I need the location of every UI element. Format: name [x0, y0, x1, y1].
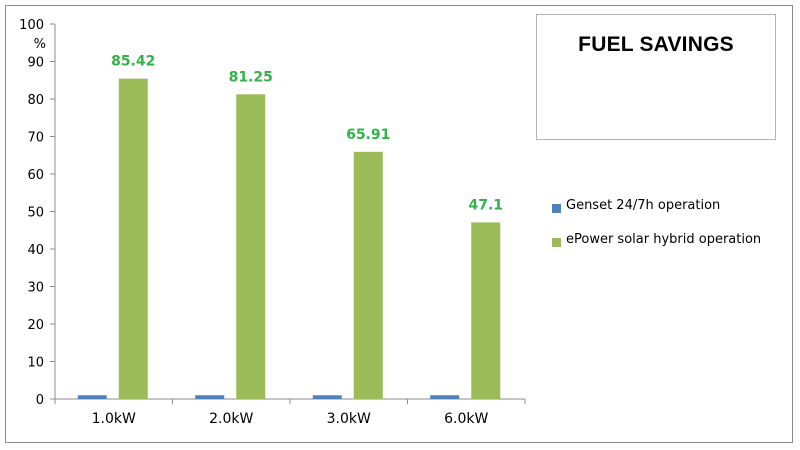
- chart-bars: [77, 78, 501, 400]
- y-tick-label: 50: [27, 206, 44, 221]
- chart-labels: 1.0kW 85.42 2.0kW 81.25 3.0kW 65.91 6.0kW 47.1: [92, 54, 503, 427]
- bar-epower: [471, 222, 501, 399]
- data-label: 65.91: [346, 127, 390, 143]
- chart-legend: Genset 24/7h operation ePower solar hybr…: [548, 198, 788, 266]
- legend-swatch-epower: [552, 238, 561, 247]
- data-label: 85.42: [111, 54, 155, 70]
- x-tick-label: 2.0kW: [209, 411, 253, 427]
- y-tick-label: 80: [27, 93, 44, 108]
- x-tick-label: 3.0kW: [327, 411, 371, 427]
- legend-swatch-genset: [552, 204, 561, 213]
- data-label: 81.25: [229, 69, 273, 85]
- y-tick-label: 70: [27, 131, 44, 146]
- legend-label-epower: ePower solar hybrid operation: [566, 232, 762, 247]
- y-tick-label: 90: [27, 56, 44, 71]
- chart-title-box: FUEL SAVINGS: [536, 14, 776, 140]
- legend-item-genset: Genset 24/7h operation: [548, 198, 788, 232]
- chart-title: FUEL SAVINGS: [578, 33, 734, 56]
- y-tick-label: 20: [27, 318, 44, 333]
- legend-label-genset: Genset 24/7h operation: [566, 198, 721, 213]
- bar-genset: [312, 395, 342, 399]
- y-axis-label: %: [34, 37, 46, 52]
- bar-epower: [353, 151, 383, 399]
- y-tick-label: 0: [36, 393, 44, 408]
- y-tick-label: 60: [27, 168, 44, 183]
- bar-epower: [236, 94, 266, 399]
- bar-genset: [195, 395, 225, 399]
- y-tick-label: 10: [27, 356, 44, 371]
- y-tick-label: 30: [27, 281, 44, 296]
- bar-genset: [77, 395, 107, 399]
- data-label: 47.1: [468, 197, 503, 213]
- bar-genset: [430, 395, 460, 399]
- y-tick-label: 100: [19, 18, 44, 33]
- x-tick-label: 1.0kW: [92, 411, 136, 427]
- legend-item-epower: ePower solar hybrid operation: [548, 232, 788, 266]
- bar-epower: [118, 78, 148, 400]
- y-tick-label: 40: [27, 243, 44, 258]
- x-tick-label: 6.0kW: [444, 411, 488, 427]
